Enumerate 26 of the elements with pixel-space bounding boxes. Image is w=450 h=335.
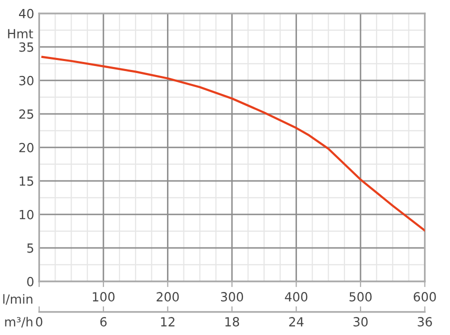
x-tick-label: 100 [92,292,115,302]
y-tick-label: 30 [19,76,34,86]
x-tick-label: 400 [284,292,308,302]
y-tick-label: 40 [18,8,34,18]
x2-tick-label: 18 [225,317,240,326]
x-axis-title: l/min [3,294,32,305]
y-tick-label: 10 [20,210,34,220]
y-axis-title: Hmt [8,29,34,38]
x2-axis-title: m³/h [5,316,32,328]
line-series [41,56,425,232]
x-tick-label: 600 [414,292,436,302]
y-tick-label: 15 [20,176,34,186]
x2-tick-label: 12 [161,317,174,326]
y-tick-label: 35 [19,42,34,52]
x2-tick-label: 30 [354,317,368,326]
x-tick-label: 500 [350,292,372,302]
x2-tick-label: 36 [418,317,432,326]
y-tick-label: 0 [27,276,34,286]
x2-tick-label: 6 [100,317,107,326]
y-tick-label: 20 [19,142,34,152]
x2-tick-label: 24 [289,317,304,326]
x-tick-label: 200 [156,292,179,302]
y-tick-label: 25 [19,109,34,119]
y-tick-label: 5 [27,244,34,253]
x2-tick-label: 0 [36,317,42,326]
x-tick-label: 300 [221,292,244,302]
